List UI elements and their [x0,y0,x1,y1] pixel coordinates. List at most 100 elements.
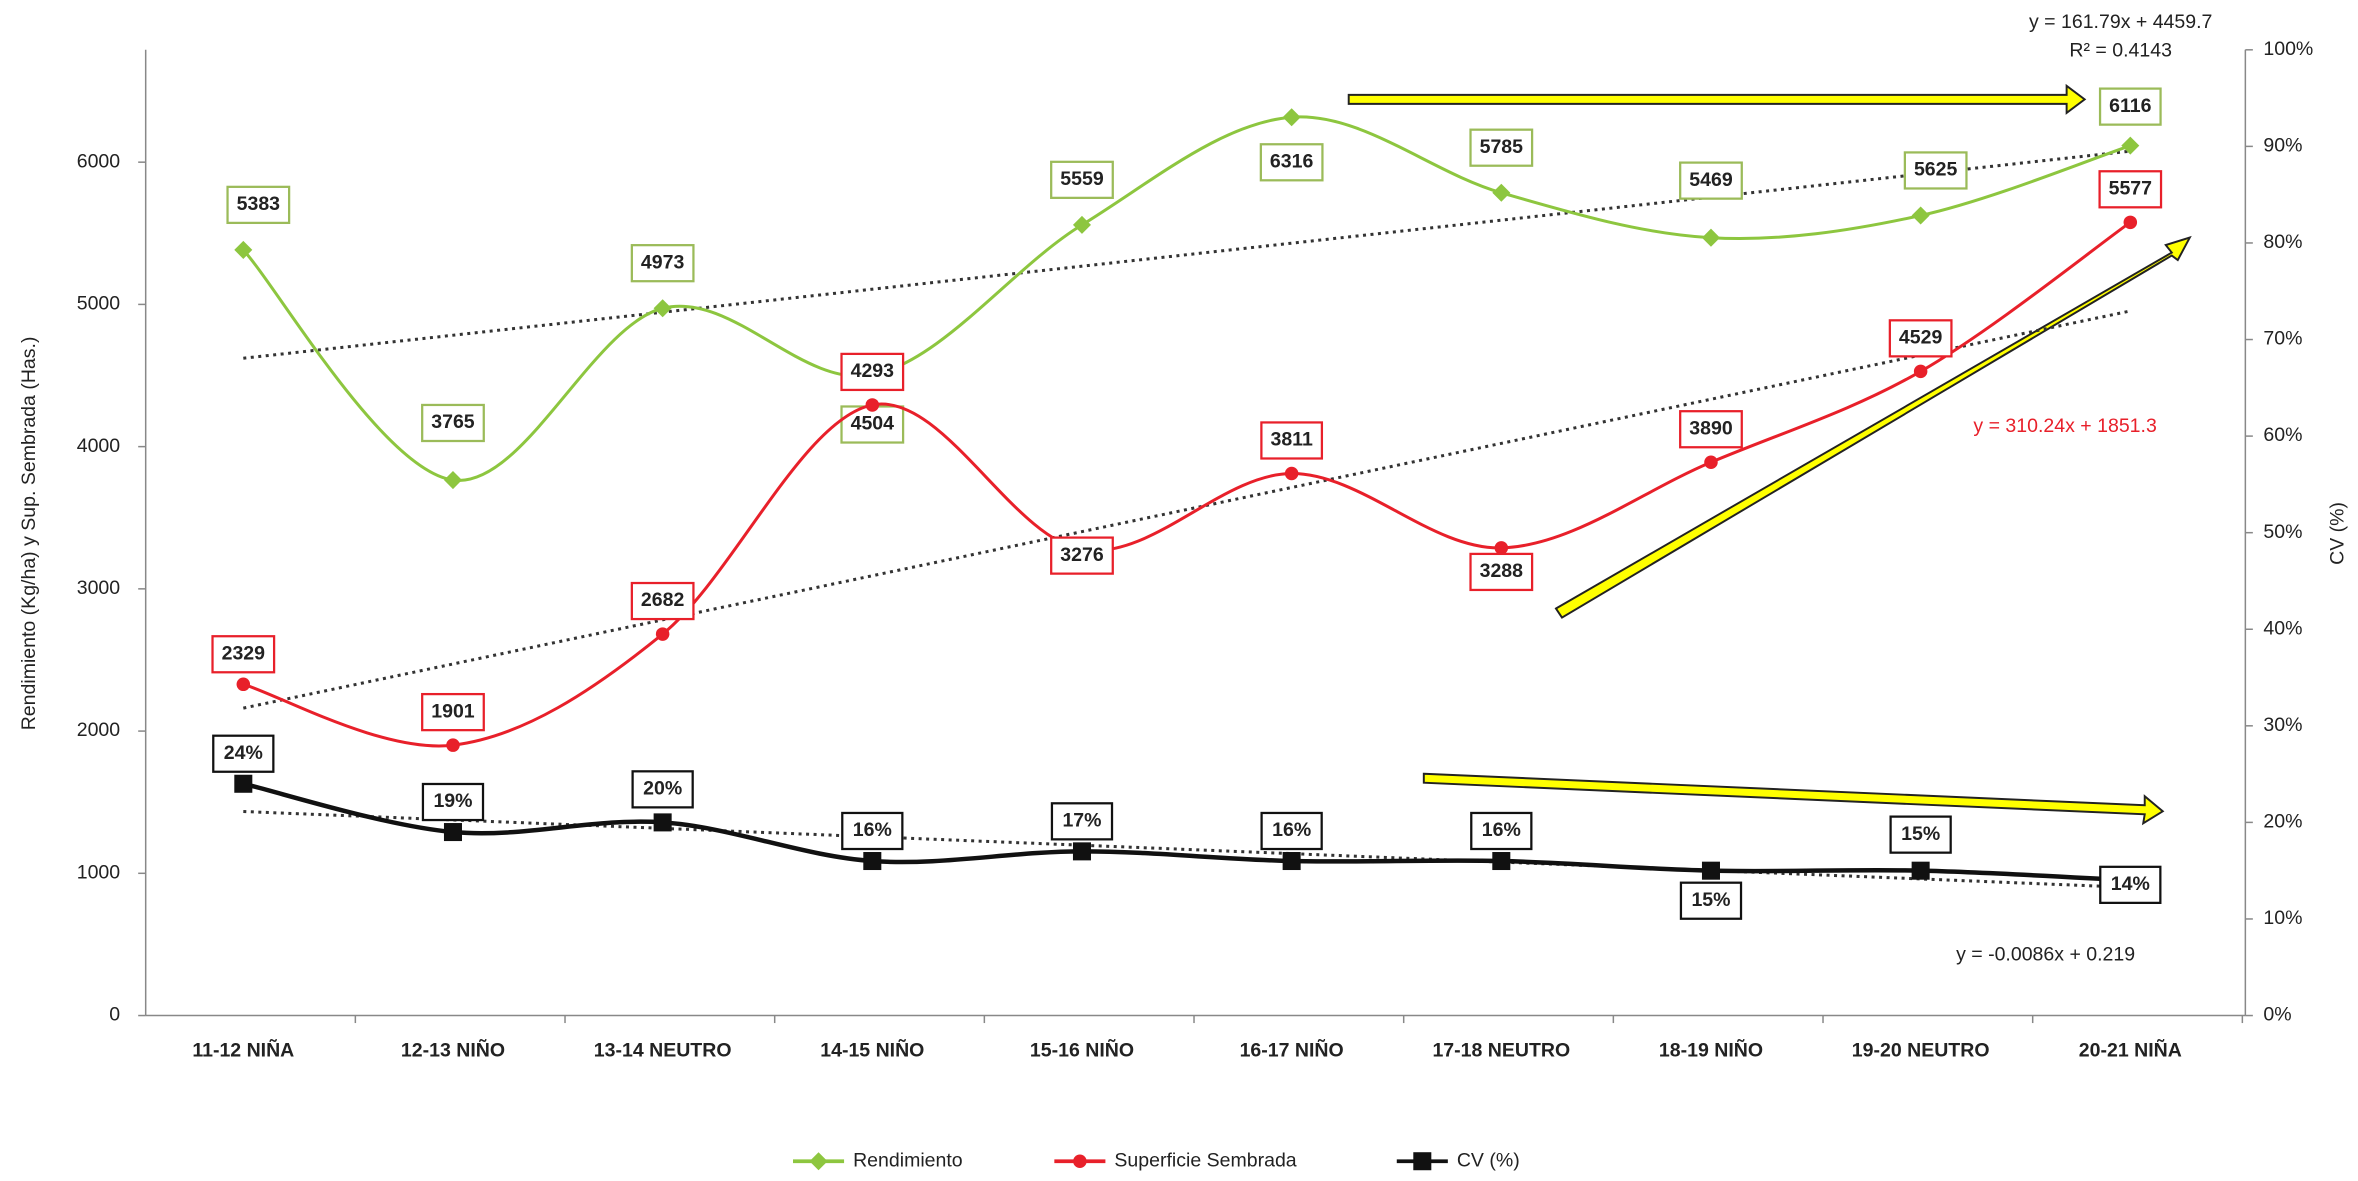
marker [1911,861,1930,880]
marker [653,299,672,318]
data-label: 5577 [2098,170,2163,209]
marker [1701,228,1720,247]
marker [1492,183,1511,202]
legend-label: Superficie Sembrada [1114,1149,1296,1171]
label-text: 4973 [641,251,685,273]
marker [1494,541,1509,555]
y-tick-label: 1000 [77,861,121,883]
label-text: 2329 [222,642,266,664]
label-box [1469,128,1534,167]
data-label: 14% [2099,865,2162,904]
label-box [1260,811,1323,851]
marker [236,677,251,692]
trend-equation: y = 161.79x + 4459.7 [2029,11,2212,33]
label-text: 14% [2111,873,2150,895]
series-line [242,115,2131,482]
label-box [631,770,694,809]
label-box [1050,160,1114,199]
y2-tick-label: 50% [2263,521,2302,543]
y2-tick-label: 40% [2263,617,2302,639]
y-tick-label: 2000 [77,719,121,741]
marker [1911,206,1930,225]
label-box [1679,881,1743,920]
y2-tick-label: 20% [2263,811,2302,833]
trend-equation: y = -0.0086x + 0.219 [1956,944,2135,966]
label-box [226,185,291,225]
x-tick-label: 17-18 NEUTRO [1432,1040,1570,1062]
label-box [2099,865,2162,904]
y2-axis-label: CV (%) [2327,502,2349,565]
marker [1704,455,1718,470]
marker [1913,364,1928,379]
label-text: 3890 [1689,417,1733,439]
x-tick-label: 14-15 NIÑO [820,1039,924,1062]
label-text: 3765 [431,411,475,433]
series-line [242,221,2132,748]
marker [446,738,460,752]
arrows [1347,83,2192,826]
data-label: 3765 [421,403,485,443]
data-label: 24% [212,734,275,773]
label-text: 5383 [237,193,281,215]
label-box [2098,87,2162,126]
label-text: 5577 [2109,177,2152,199]
y-tick-label: 5000 [77,293,121,315]
data-label: 5559 [1050,160,1114,199]
label-text: 6116 [2109,95,2151,117]
marker [1492,852,1511,871]
label-text: 16% [853,819,892,841]
data-label: 5625 [1903,151,1968,190]
data-label: 3276 [1050,536,1114,575]
marker [1413,1152,1432,1171]
label-box [1259,143,1324,182]
marker [655,627,670,641]
marker [1284,466,1299,481]
x-tick-label: 15-16 NIÑO [1030,1039,1134,1062]
data-label: 4529 [1888,319,1953,358]
arrow [1422,772,2165,826]
trend-equation: y = 310.24x + 1851.3 [1973,415,2156,437]
marker [2123,215,2138,230]
label-box [2098,170,2163,209]
arrow [1554,235,2192,619]
data-label: 15% [1679,881,1743,920]
trend-r2: R² = 0.4143 [2069,39,2172,61]
data-label: 3288 [1469,552,1534,592]
label-box [1050,536,1114,575]
marker [2121,136,2140,155]
label-box [1470,811,1533,851]
marker [1701,861,1720,880]
marker [1073,1154,1087,1168]
marker [653,813,672,832]
label-box [212,734,275,773]
label-text: 20% [643,778,682,800]
data-label: 6316 [1259,143,1324,182]
marker [1072,842,1091,861]
y-tick-label: 6000 [77,150,121,172]
label-box [1469,552,1534,592]
y2-tick-label: 70% [2263,328,2302,350]
label-box [630,581,695,621]
label-text: 5625 [1914,159,1958,181]
label-box [840,352,905,392]
label-text: 15% [1901,823,1940,845]
y2-tick-label: 80% [2263,231,2302,253]
label-box [1903,151,1968,190]
label-box [1050,802,1114,841]
label-text: 5785 [1480,136,1524,158]
data-label: 6116 [2098,87,2162,126]
label-text: 3811 [1270,429,1312,451]
x-tick-label: 20-21 NIÑA [2079,1039,2182,1062]
y2-tick-label: 60% [2263,424,2302,446]
label-text: 3276 [1060,544,1104,566]
data-label: 16% [841,811,904,851]
y-tick-label: 3000 [77,577,121,599]
label-box [841,811,904,851]
y2-tick-label: 100% [2263,38,2313,60]
legend-label: CV (%) [1457,1149,1520,1171]
label-box [630,244,695,283]
data-label: 5785 [1469,128,1534,167]
data-label: 2329 [211,635,276,674]
marker [809,1152,828,1171]
